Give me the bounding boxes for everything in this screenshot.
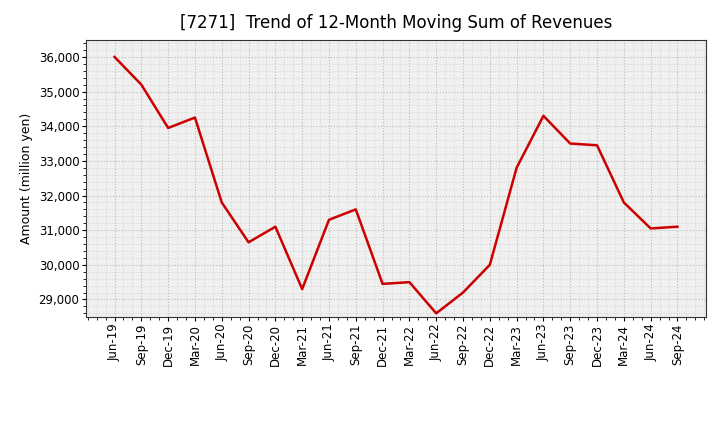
Y-axis label: Amount (million yen): Amount (million yen): [20, 113, 33, 244]
Title: [7271]  Trend of 12-Month Moving Sum of Revenues: [7271] Trend of 12-Month Moving Sum of R…: [180, 15, 612, 33]
